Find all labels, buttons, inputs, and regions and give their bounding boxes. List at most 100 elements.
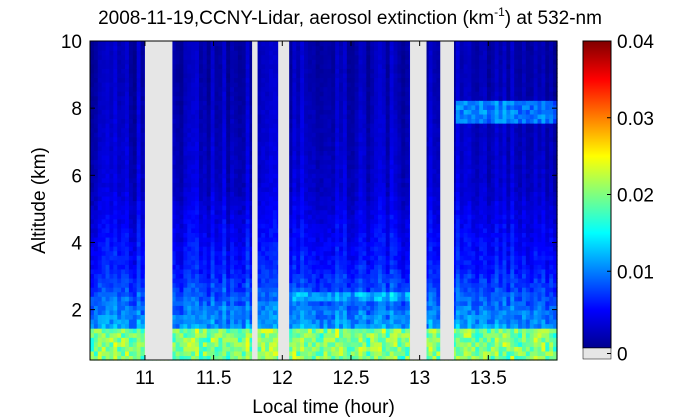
heatmap-cell bbox=[323, 268, 328, 275]
heatmap-cell bbox=[319, 314, 325, 320]
heatmap-cell bbox=[323, 341, 328, 347]
heatmap-cell bbox=[171, 236, 177, 243]
heatmap-cell bbox=[346, 86, 352, 92]
heatmap-cell bbox=[214, 332, 220, 338]
heatmap-cell bbox=[339, 45, 344, 51]
heatmap-cell bbox=[319, 218, 325, 224]
heatmap-cell bbox=[245, 50, 251, 56]
heatmap-cell bbox=[218, 77, 223, 83]
heatmap-cell bbox=[233, 250, 239, 256]
heatmap-cell bbox=[319, 309, 325, 316]
heatmap-cell bbox=[292, 200, 297, 206]
heatmap-cell bbox=[311, 127, 317, 133]
heatmap-cell bbox=[202, 241, 208, 247]
heatmap-cell bbox=[195, 132, 200, 138]
heatmap-cell bbox=[315, 282, 321, 288]
heatmap-cell bbox=[362, 154, 367, 161]
heatmap-cell bbox=[296, 268, 301, 275]
heatmap-cell bbox=[323, 72, 328, 79]
heatmap-cell bbox=[218, 223, 223, 229]
heatmap-cell bbox=[362, 300, 367, 306]
heatmap-cell bbox=[292, 123, 297, 129]
heatmap-cell bbox=[257, 195, 262, 202]
heatmap-cell bbox=[171, 273, 177, 279]
heatmap-cell bbox=[218, 296, 223, 302]
heatmap-cell bbox=[323, 173, 328, 179]
heatmap-cell bbox=[342, 236, 348, 243]
heatmap-cell bbox=[358, 145, 364, 151]
heatmap-cell bbox=[222, 209, 227, 215]
heatmap-cell bbox=[93, 218, 99, 224]
heatmap-cell bbox=[288, 309, 293, 316]
heatmap-cell bbox=[350, 332, 356, 338]
heatmap-cell bbox=[202, 77, 208, 83]
heatmap-cell bbox=[214, 314, 220, 320]
heatmap-cell bbox=[230, 63, 235, 69]
heatmap-cell bbox=[226, 264, 231, 270]
heatmap-cell bbox=[362, 341, 367, 347]
heatmap-cell bbox=[288, 168, 293, 174]
heatmap-cell bbox=[97, 341, 103, 347]
heatmap-cell bbox=[125, 59, 130, 65]
heatmap-cell bbox=[261, 355, 266, 361]
heatmap-cell bbox=[350, 91, 356, 97]
heatmap-cell bbox=[265, 123, 270, 129]
heatmap-cell bbox=[350, 296, 356, 302]
heatmap-cell bbox=[109, 154, 114, 161]
heatmap-cell bbox=[249, 164, 255, 170]
heatmap-cell bbox=[257, 236, 262, 243]
heatmap-cell bbox=[300, 241, 305, 247]
heatmap-cell bbox=[210, 309, 216, 316]
heatmap-cell bbox=[206, 141, 212, 147]
heatmap-cell bbox=[175, 246, 181, 252]
heatmap-cell bbox=[202, 287, 208, 293]
heatmap-cell bbox=[296, 173, 301, 179]
heatmap-cell bbox=[195, 264, 200, 270]
heatmap-cell bbox=[269, 205, 274, 211]
heatmap-cell bbox=[210, 268, 216, 275]
heatmap-cell bbox=[307, 113, 313, 120]
heatmap-cell bbox=[304, 236, 309, 243]
heatmap-cell bbox=[335, 282, 340, 288]
heatmap-cell bbox=[179, 236, 184, 243]
heatmap-cell bbox=[241, 232, 247, 238]
heatmap-cell bbox=[191, 296, 196, 302]
heatmap-cell bbox=[350, 291, 356, 297]
heatmap-cell bbox=[206, 191, 212, 197]
heatmap-cell bbox=[113, 141, 118, 147]
heatmap-cell bbox=[97, 91, 103, 97]
heatmap-cell bbox=[195, 287, 200, 293]
heatmap-cell bbox=[191, 123, 196, 129]
heatmap-cell bbox=[175, 141, 181, 147]
heatmap-cell bbox=[206, 268, 212, 275]
heatmap-cell bbox=[132, 59, 138, 65]
heatmap-cell bbox=[113, 168, 118, 174]
heatmap-cell bbox=[230, 95, 235, 101]
heatmap-cell bbox=[265, 150, 270, 156]
heatmap-cell bbox=[136, 341, 142, 347]
heatmap-cell bbox=[222, 227, 227, 233]
heatmap-cell bbox=[292, 296, 297, 302]
heatmap-cell bbox=[241, 287, 247, 293]
heatmap-cell bbox=[288, 195, 293, 202]
heatmap-cell bbox=[128, 323, 134, 329]
heatmap-cell bbox=[307, 72, 313, 79]
heatmap-cell bbox=[339, 132, 344, 138]
heatmap-cell bbox=[304, 328, 309, 334]
heatmap-cell bbox=[125, 314, 130, 320]
heatmap-cell bbox=[210, 127, 216, 133]
heatmap-cell bbox=[362, 264, 367, 270]
heatmap-cell bbox=[296, 200, 301, 206]
heatmap-cell bbox=[300, 287, 305, 293]
heatmap-cell bbox=[311, 113, 317, 120]
heatmap-cell bbox=[179, 241, 184, 247]
heatmap-cell bbox=[323, 86, 328, 92]
heatmap-cell bbox=[171, 41, 177, 47]
heatmap-cell bbox=[198, 341, 204, 347]
heatmap-cell bbox=[288, 150, 293, 156]
heatmap-cell bbox=[210, 150, 216, 156]
heatmap-cell bbox=[179, 59, 184, 65]
heatmap-cell bbox=[206, 164, 212, 170]
heatmap-cell bbox=[300, 305, 305, 311]
heatmap-cell bbox=[175, 45, 181, 51]
